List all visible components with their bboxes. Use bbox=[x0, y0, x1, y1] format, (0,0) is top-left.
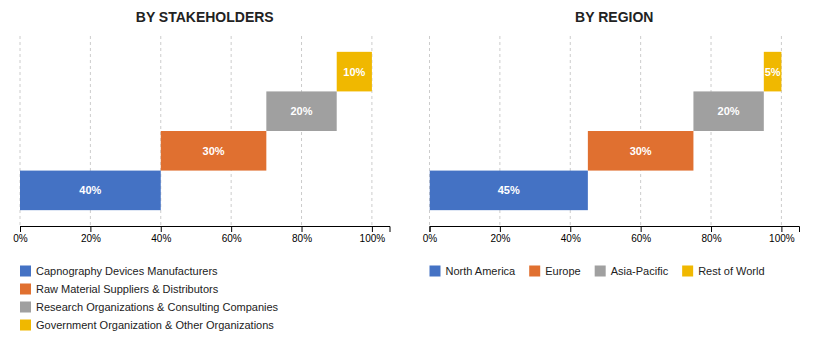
legend-swatch bbox=[20, 266, 31, 277]
tick-mark bbox=[90, 226, 91, 232]
tick-mark bbox=[641, 226, 642, 232]
x-axis: 0% 20% 40% 60% 80% 100% bbox=[423, 226, 800, 244]
bar bbox=[266, 91, 336, 131]
legend-item: Asia-Pacific bbox=[595, 265, 669, 277]
tick: 60% bbox=[222, 226, 242, 244]
bars bbox=[20, 52, 372, 210]
bar bbox=[764, 52, 782, 92]
legend-item: Rest of World bbox=[682, 265, 764, 277]
legend-label: Government Organization & Other Organiza… bbox=[36, 319, 274, 331]
legend-swatch bbox=[529, 266, 540, 277]
bar bbox=[161, 131, 267, 171]
legend-swatch bbox=[20, 284, 31, 295]
data-labels: 45% 30% 20% 5% bbox=[498, 66, 781, 197]
tick: 0% bbox=[423, 226, 438, 244]
tick: 40% bbox=[561, 226, 581, 244]
panel: BY REGION 45% 30% 20% 5% 0% 20% 40% 60% 80% 100% bbox=[423, 9, 800, 244]
legend-item: Research Organizations & Consulting Comp… bbox=[20, 301, 279, 313]
data-label: 20% bbox=[291, 105, 313, 117]
legend-item: Europe bbox=[529, 265, 580, 277]
data-label: 30% bbox=[203, 145, 225, 157]
tick: 0% bbox=[13, 226, 28, 244]
tick-mark bbox=[781, 226, 782, 232]
tick: 60% bbox=[631, 226, 651, 244]
tick-label: 60% bbox=[222, 233, 242, 244]
data-label: 20% bbox=[718, 105, 740, 117]
tick-label: 80% bbox=[702, 233, 722, 244]
tick-mark bbox=[570, 226, 571, 232]
legend-swatch bbox=[20, 302, 31, 313]
tick: 80% bbox=[292, 226, 312, 244]
chart-canvas: BY STAKEHOLDERS 40% 30% 20% 10% 0% 20% 40% 60% 80… bbox=[0, 0, 819, 362]
legend-label: North America bbox=[446, 265, 517, 277]
tick: 20% bbox=[81, 226, 101, 244]
tick-label: 60% bbox=[631, 233, 651, 244]
legend-item: North America bbox=[430, 265, 517, 277]
legend-swatch bbox=[430, 266, 441, 277]
legend-item: Capnography Devices Manufacturers bbox=[20, 265, 218, 277]
tick-label: 0% bbox=[13, 233, 28, 244]
legend-label: Europe bbox=[545, 265, 580, 277]
data-label: 5% bbox=[765, 66, 781, 78]
legend-item: Raw Material Suppliers & Distributors bbox=[20, 283, 219, 295]
tick: 20% bbox=[490, 226, 510, 244]
legend-label: Rest of World bbox=[698, 265, 764, 277]
bar bbox=[693, 91, 763, 131]
tick-mark bbox=[430, 226, 431, 232]
tick-label: 40% bbox=[561, 233, 581, 244]
bar bbox=[337, 52, 372, 92]
tick-mark bbox=[711, 226, 712, 232]
tick-mark bbox=[500, 226, 501, 232]
data-labels: 40% 30% 20% 10% bbox=[79, 66, 365, 197]
grid bbox=[20, 36, 372, 226]
legend-swatch bbox=[682, 266, 693, 277]
x-axis: 0% 20% 40% 60% 80% 100% bbox=[13, 226, 390, 244]
tick-mark bbox=[231, 226, 232, 232]
tick: 100% bbox=[360, 226, 386, 244]
data-label: 40% bbox=[79, 184, 101, 196]
bars bbox=[430, 52, 782, 210]
legend-swatch bbox=[20, 320, 31, 331]
legend-label: Capnography Devices Manufacturers bbox=[36, 265, 218, 277]
legend: North America Europe Asia-Pacific Rest of W… bbox=[430, 265, 765, 277]
axis-domain bbox=[430, 227, 800, 233]
tick-label: 20% bbox=[81, 233, 101, 244]
tick-label: 0% bbox=[423, 233, 438, 244]
tick: 40% bbox=[151, 226, 171, 244]
legend: Capnography Devices Manufacturers Raw Mat… bbox=[20, 265, 279, 331]
tick-label: 100% bbox=[360, 233, 386, 244]
grid bbox=[430, 36, 782, 226]
axis-domain bbox=[21, 227, 391, 233]
legend-item: Government Organization & Other Organiza… bbox=[20, 319, 274, 331]
bar bbox=[430, 171, 588, 211]
tick-label: 20% bbox=[490, 233, 510, 244]
tick-mark bbox=[20, 226, 21, 232]
tick: 80% bbox=[702, 226, 722, 244]
legend-swatch bbox=[595, 266, 606, 277]
panel: BY STAKEHOLDERS 40% 30% 20% 10% 0% 20% 40% 60% 80… bbox=[13, 9, 390, 244]
legend-label: Research Organizations & Consulting Comp… bbox=[36, 301, 279, 313]
chart-title: BY REGION bbox=[575, 9, 653, 25]
tick-label: 100% bbox=[769, 233, 795, 244]
bar bbox=[20, 171, 161, 211]
tick-label: 80% bbox=[292, 233, 312, 244]
tick: 100% bbox=[769, 226, 795, 244]
chart-title: BY STAKEHOLDERS bbox=[136, 9, 274, 25]
tick-mark bbox=[372, 226, 373, 232]
data-label: 30% bbox=[630, 145, 652, 157]
legend-label: Asia-Pacific bbox=[611, 265, 669, 277]
tick-mark bbox=[161, 226, 162, 232]
tick-mark bbox=[302, 226, 303, 232]
data-label: 10% bbox=[343, 66, 365, 78]
tick-label: 40% bbox=[151, 233, 171, 244]
legend-label: Raw Material Suppliers & Distributors bbox=[36, 283, 219, 295]
bar bbox=[588, 131, 694, 171]
data-label: 45% bbox=[498, 184, 520, 196]
